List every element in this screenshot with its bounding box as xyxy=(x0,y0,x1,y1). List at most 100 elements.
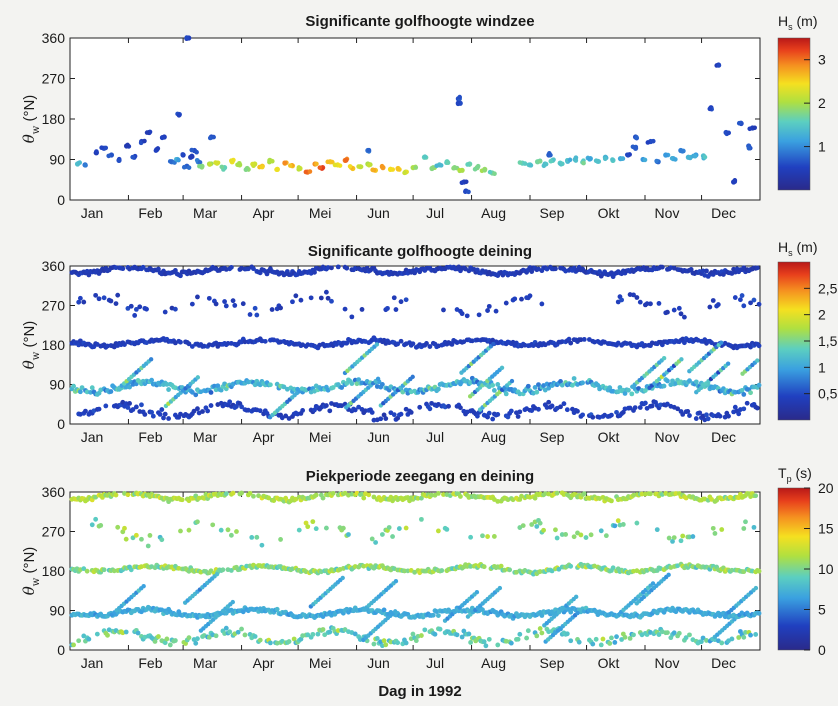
data-point xyxy=(385,305,390,311)
data-point xyxy=(590,641,596,647)
data-point xyxy=(726,413,731,419)
data-point xyxy=(278,537,283,542)
data-point xyxy=(438,163,444,168)
data-point xyxy=(602,156,608,162)
data-point xyxy=(402,170,407,176)
data-point xyxy=(106,153,111,159)
data-point xyxy=(96,296,102,302)
data-point xyxy=(374,342,380,347)
data-point xyxy=(700,635,706,641)
data-point xyxy=(446,403,451,409)
data-point xyxy=(712,531,718,536)
data-point xyxy=(164,381,170,387)
data-point xyxy=(108,298,114,304)
data-point xyxy=(455,100,461,106)
y-tick-label: 360 xyxy=(42,258,66,274)
data-point xyxy=(278,305,283,311)
y-tick-label: 270 xyxy=(42,71,66,87)
data-point xyxy=(444,526,450,532)
data-point xyxy=(519,296,524,302)
data-point xyxy=(726,130,732,136)
data-point xyxy=(581,491,587,497)
data-point xyxy=(702,154,708,160)
data-point xyxy=(225,341,231,346)
data-point xyxy=(84,568,90,574)
colorbar-tick-label: 15 xyxy=(818,521,834,537)
data-point xyxy=(247,312,253,317)
data-point xyxy=(176,113,182,118)
x-tick-label: Jan xyxy=(81,655,104,671)
data-point xyxy=(228,264,234,270)
data-point xyxy=(536,382,541,388)
data-point xyxy=(498,563,504,569)
data-point xyxy=(441,492,446,497)
data-point xyxy=(310,631,316,637)
data-point xyxy=(755,358,760,363)
y-axis-label-sub: w xyxy=(31,125,42,134)
y-axis-label-sub: w xyxy=(31,577,42,586)
data-point xyxy=(413,638,419,644)
data-points xyxy=(69,490,762,649)
data-point xyxy=(578,532,584,538)
data-point xyxy=(103,145,109,151)
data-point xyxy=(554,490,560,496)
data-point xyxy=(130,535,136,541)
data-point xyxy=(398,411,404,417)
data-point xyxy=(753,493,759,499)
data-point xyxy=(79,385,85,391)
data-point xyxy=(288,163,293,168)
data-point xyxy=(189,389,195,395)
data-point xyxy=(707,106,713,112)
data-point xyxy=(559,532,565,537)
data-point xyxy=(472,166,478,172)
data-point xyxy=(332,162,338,168)
data-point xyxy=(195,375,201,380)
data-point xyxy=(481,564,487,570)
data-point xyxy=(94,149,99,154)
data-point xyxy=(559,382,565,388)
data-point xyxy=(379,163,385,169)
data-point xyxy=(627,405,633,411)
data-point xyxy=(487,169,493,175)
data-point xyxy=(94,631,100,637)
data-point xyxy=(739,610,745,615)
data-point xyxy=(719,640,725,646)
data-point xyxy=(435,613,441,619)
data-point xyxy=(434,163,439,169)
data-point xyxy=(419,516,424,522)
data-point xyxy=(335,264,341,270)
data-point xyxy=(99,145,104,151)
data-point xyxy=(207,162,213,167)
y-axis-label: θw (°N) xyxy=(20,547,42,596)
data-point xyxy=(631,632,636,638)
data-point xyxy=(495,642,501,648)
data-point xyxy=(208,403,214,408)
data-point xyxy=(391,295,397,301)
data-point xyxy=(576,639,582,645)
y-tick-label: 90 xyxy=(49,377,65,393)
y-tick-label: 0 xyxy=(57,642,65,658)
data-point xyxy=(247,490,253,496)
data-point xyxy=(658,402,664,408)
data-point xyxy=(497,585,503,591)
data-point xyxy=(186,341,192,347)
x-tick-label: Feb xyxy=(138,205,162,221)
data-point xyxy=(739,293,745,298)
data-point xyxy=(609,635,614,641)
x-tick-label: Mei xyxy=(309,655,332,671)
data-point xyxy=(517,160,523,165)
data-point xyxy=(127,384,132,390)
data-point xyxy=(690,534,696,539)
x-ticks: Jan Feb Mar Apr Mei Jun Jul Aug Sep Okt Nov Dec xyxy=(69,38,736,221)
data-point xyxy=(537,626,543,631)
data-point xyxy=(133,404,139,410)
data-point xyxy=(318,295,324,301)
data-point xyxy=(352,266,358,271)
data-point xyxy=(417,404,423,410)
data-point xyxy=(274,606,280,612)
data-point xyxy=(144,306,149,312)
data-point xyxy=(240,301,246,307)
data-point xyxy=(262,338,268,344)
data-point xyxy=(135,630,141,636)
colorbar-tick-label: 3 xyxy=(818,52,826,68)
